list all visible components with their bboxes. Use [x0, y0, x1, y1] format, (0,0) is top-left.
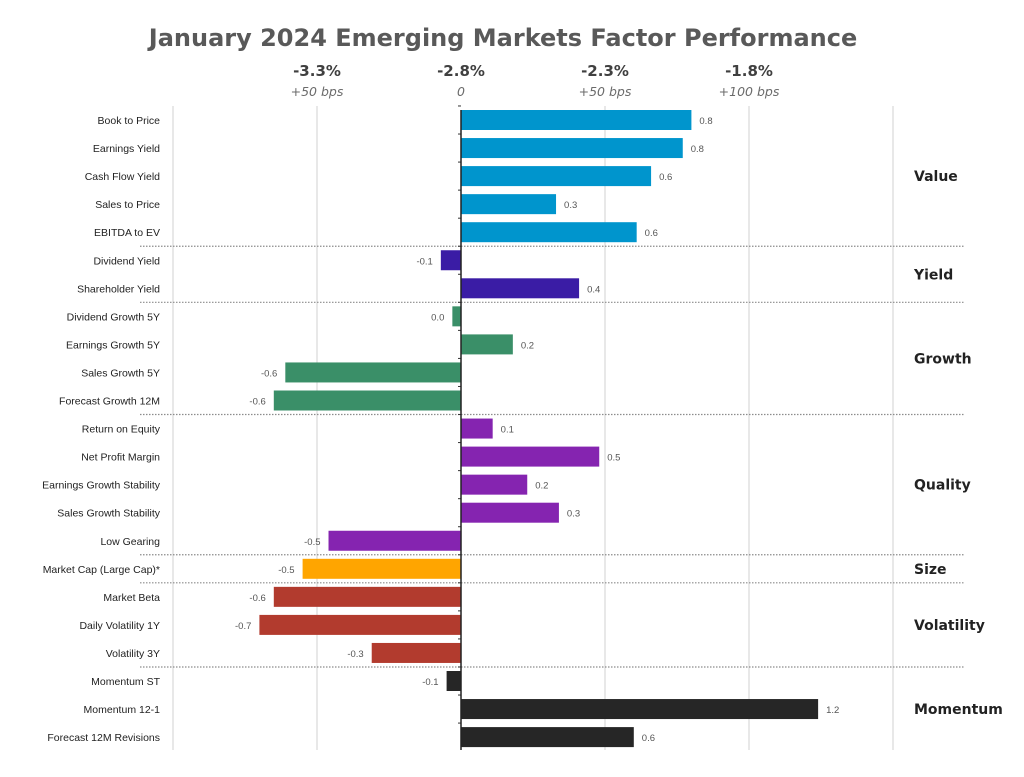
category-label: Daily Volatility 1Y: [79, 620, 160, 632]
group-label: Size: [914, 562, 947, 578]
category-label: Forecast 12M Revisions: [47, 732, 160, 744]
bar: [273, 586, 461, 607]
group-label: Quality: [914, 478, 971, 494]
zero-axis: [458, 105, 462, 750]
bar: [328, 530, 461, 551]
category-label: Volatility 3Y: [106, 648, 160, 660]
category-label: Net Profit Margin: [81, 452, 160, 464]
value-label: -0.6: [249, 593, 265, 604]
category-label: Dividend Yield: [93, 255, 160, 267]
category-label: Sales Growth Stability: [57, 508, 160, 520]
value-label: -0.1: [416, 256, 432, 267]
top-tick-label: -1.8%: [725, 62, 773, 80]
value-label: 0.3: [564, 200, 577, 211]
group-label: Yield: [913, 267, 953, 283]
value-label: 0.8: [691, 144, 704, 155]
bar: [452, 306, 461, 327]
category-label: Dividend Growth 5Y: [67, 311, 160, 323]
group-label: Value: [914, 169, 958, 185]
bar: [446, 671, 461, 691]
top-tick-sublabel: 0: [457, 84, 465, 99]
top-tick-label: -2.8%: [437, 62, 485, 80]
top-tick-sublabel: +100 bps: [719, 84, 780, 99]
bars: [259, 110, 819, 748]
bar: [302, 558, 461, 579]
top-tick-sublabel: +50 bps: [579, 84, 632, 99]
value-label: -0.7: [235, 621, 251, 632]
category-label: Return on Equity: [82, 424, 161, 436]
value-label: 1.2: [826, 705, 839, 716]
value-label: 0.6: [642, 733, 655, 744]
value-label: 0.8: [699, 116, 712, 127]
category-label: Sales to Price: [95, 199, 160, 211]
value-label: -0.5: [304, 537, 320, 548]
value-label: 0.2: [535, 481, 548, 492]
category-label: Momentum 12-1: [84, 704, 161, 716]
group-label: Growth: [914, 351, 972, 367]
group-label: Momentum: [914, 702, 1003, 718]
bar: [461, 138, 683, 159]
bar: [461, 727, 634, 748]
value-label: 0.6: [645, 228, 658, 239]
gridlines: [172, 106, 894, 750]
value-label: -0.5: [278, 565, 294, 576]
value-label: -0.3: [347, 649, 363, 660]
bar: [461, 474, 528, 495]
bar: [461, 334, 513, 355]
category-label: Low Gearing: [100, 536, 160, 548]
top-axis-ticks: -3.3% +50 bps -2.8% 0 -2.3% +50 bps -1.8% +100 …: [291, 62, 780, 99]
bar: [259, 614, 461, 635]
value-label: 0.5: [607, 453, 620, 464]
bar: [273, 390, 461, 411]
value-label: 0.0: [431, 312, 444, 323]
top-tick-sublabel: +50 bps: [291, 84, 344, 99]
top-tick-label: -2.3%: [581, 62, 629, 80]
bar: [440, 250, 461, 271]
chart-title: January 2024 Emerging Markets Factor Per…: [147, 24, 857, 52]
category-label: Book to Price: [98, 115, 161, 127]
category-label: Market Beta: [103, 592, 160, 604]
value-label: 0.6: [659, 172, 672, 183]
bar: [461, 446, 600, 467]
category-label: Forecast Growth 12M: [59, 396, 160, 408]
category-label: Earnings Growth 5Y: [66, 339, 160, 351]
value-label: 0.1: [501, 425, 514, 436]
top-tick-label: -3.3%: [293, 62, 341, 80]
value-label: 0.2: [521, 340, 534, 351]
category-label: Earnings Yield: [93, 143, 160, 155]
value-labels: 0.8 0.8 0.6 0.3 0.6 -0.1 0.4 0.0 0.2 -0.6 -0.6 0.1 0…: [235, 116, 839, 744]
category-label: Shareholder Yield: [77, 283, 160, 295]
bar: [461, 166, 652, 187]
group-label: Volatility: [914, 618, 985, 634]
bar: [461, 699, 819, 720]
category-label: Sales Growth 5Y: [81, 367, 160, 379]
category-label: Earnings Growth Stability: [42, 480, 161, 492]
value-label: 0.3: [567, 509, 580, 520]
value-label: -0.1: [422, 677, 438, 688]
category-label: EBITDA to EV: [94, 227, 160, 239]
bar: [285, 362, 461, 383]
value-label: -0.6: [261, 368, 277, 379]
bar: [461, 418, 493, 439]
bar: [371, 642, 461, 663]
value-label: -0.6: [249, 397, 265, 408]
category-labels: Book to Price Earnings Yield Cash Flow Yie…: [42, 115, 161, 744]
bar: [461, 110, 692, 130]
group-separators: [140, 245, 965, 668]
bar: [461, 278, 580, 299]
category-label: Cash Flow Yield: [85, 171, 160, 183]
bar: [461, 502, 559, 523]
bar: [461, 222, 637, 243]
category-label: Market Cap (Large Cap)*: [43, 564, 160, 576]
group-labels: Value Yield Growth Quality Size Volatility Mom…: [913, 169, 1003, 718]
category-label: Momentum ST: [91, 676, 160, 688]
bar: [461, 194, 557, 215]
value-label: 0.4: [587, 284, 600, 295]
